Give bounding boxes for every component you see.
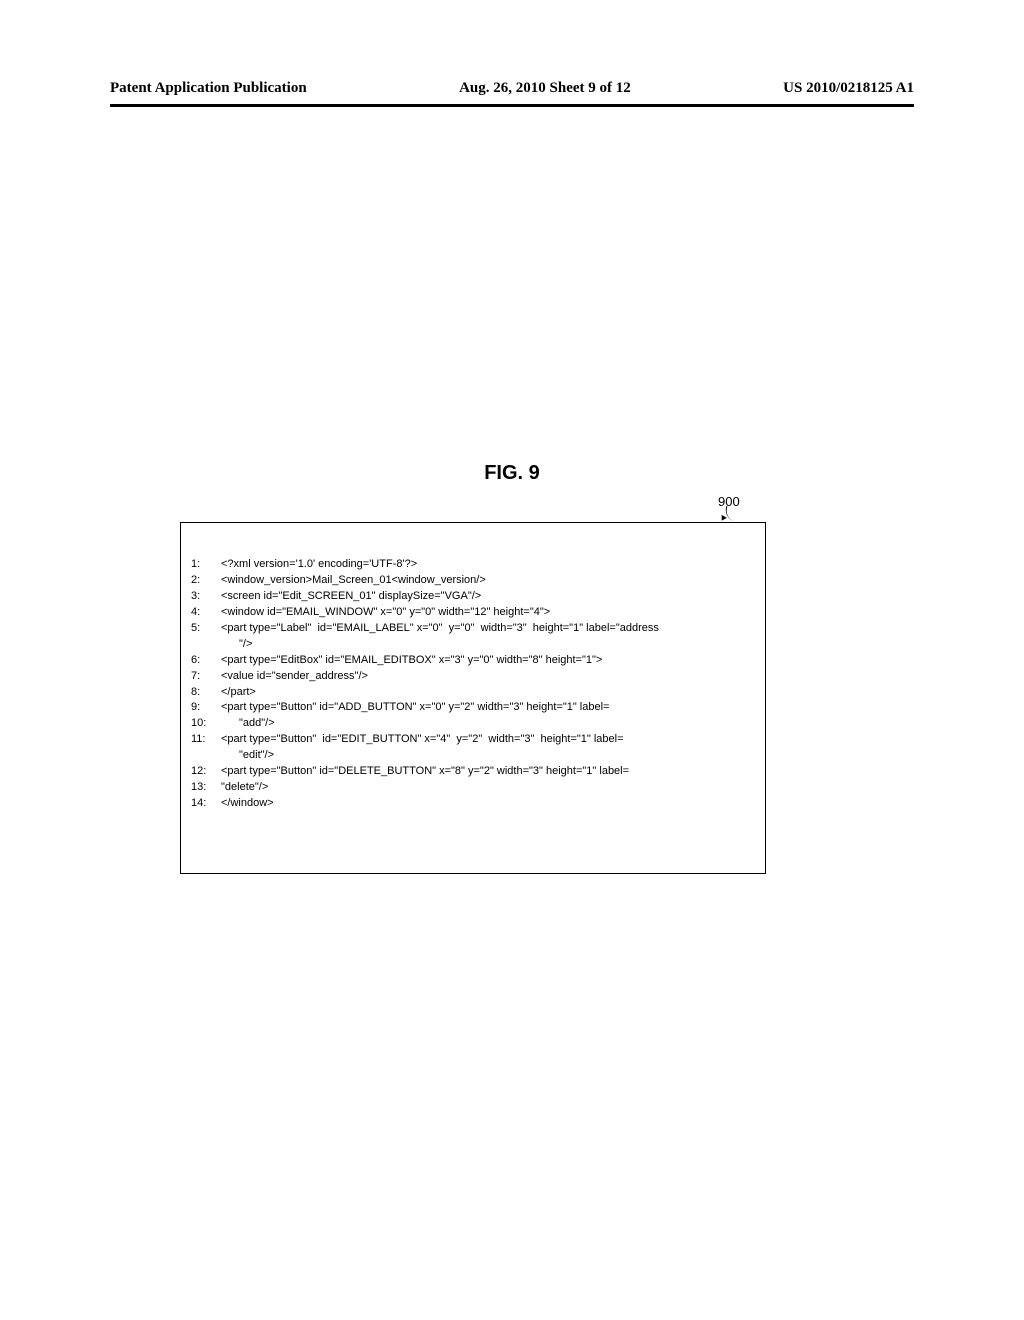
- code-continuation: "edit"/>: [221, 748, 749, 764]
- code-text: <?xml version='1.0' encoding='UTF-8'?>: [221, 557, 755, 573]
- code-text: </window>: [221, 796, 755, 812]
- code-line: 8: </part>: [191, 685, 755, 701]
- line-number: 14:: [191, 796, 221, 812]
- header-right: US 2010/0218125 A1: [783, 80, 914, 97]
- code-text: </part>: [221, 685, 755, 701]
- code-text: <value id="sender_address"/>: [221, 669, 755, 685]
- code-line: 5: <part type="Label" id="EMAIL_LABEL" x…: [191, 621, 755, 653]
- code-text: <window_version>Mail_Screen_01<window_ve…: [221, 573, 755, 589]
- code-text: "delete"/>: [221, 780, 755, 796]
- line-number: 8:: [191, 685, 221, 701]
- line-number: 11:: [191, 732, 221, 748]
- code-continuation: "/>: [221, 637, 749, 653]
- code-line: 1: <?xml version='1.0' encoding='UTF-8'?…: [191, 557, 755, 573]
- code-line: 3: <screen id="Edit_SCREEN_01" displaySi…: [191, 589, 755, 605]
- code-text: <part type="Button" id="DELETE_BUTTON" x…: [221, 764, 755, 780]
- line-number: 6:: [191, 653, 221, 669]
- code-line: 10: "add"/>: [191, 716, 755, 732]
- code-text: <part type="Label" id="EMAIL_LABEL" x="0…: [221, 621, 755, 653]
- code-text: <part type="Button" id="ADD_BUTTON" x="0…: [221, 700, 755, 716]
- patent-page: Patent Application Publication Aug. 26, …: [0, 0, 1024, 1320]
- line-number: 5:: [191, 621, 221, 637]
- header-rule: [110, 104, 914, 107]
- code-text: <screen id="Edit_SCREEN_01" displaySize=…: [221, 589, 755, 605]
- code-line: 2: <window_version>Mail_Screen_01<window…: [191, 573, 755, 589]
- code-line: 9: <part type="Button" id="ADD_BUTTON" x…: [191, 700, 755, 716]
- line-number: 1:: [191, 557, 221, 573]
- header-left: Patent Application Publication: [110, 80, 307, 97]
- page-header: Patent Application Publication Aug. 26, …: [110, 80, 914, 97]
- code-line: 11: <part type="Button" id="EDIT_BUTTON"…: [191, 732, 755, 764]
- line-number: 4:: [191, 605, 221, 621]
- code-text: <part type="EditBox" id="EMAIL_EDITBOX" …: [221, 653, 755, 669]
- code-line: 14: </window>: [191, 796, 755, 812]
- code-text: <window id="EMAIL_WINDOW" x="0" y="0" wi…: [221, 605, 755, 621]
- line-number: 2:: [191, 573, 221, 589]
- code-line: 7: <value id="sender_address"/>: [191, 669, 755, 685]
- line-number: 12:: [191, 764, 221, 780]
- line-number: 7:: [191, 669, 221, 685]
- code-line: 12: <part type="Button" id="DELETE_BUTTO…: [191, 764, 755, 780]
- line-number: 9:: [191, 700, 221, 716]
- figure-label: FIG. 9: [0, 462, 1024, 485]
- code-continuation: "add"/>: [221, 716, 749, 732]
- header-center: Aug. 26, 2010 Sheet 9 of 12: [459, 80, 631, 97]
- code-line: 13: "delete"/>: [191, 780, 755, 796]
- code-line: 6: <part type="EditBox" id="EMAIL_EDITBO…: [191, 653, 755, 669]
- line-number: 3:: [191, 589, 221, 605]
- line-number: 13:: [191, 780, 221, 796]
- code-text: "add"/>: [221, 716, 755, 732]
- reference-number: 900: [718, 494, 740, 509]
- line-number: 10:: [191, 716, 221, 732]
- xml-code-box: 1: <?xml version='1.0' encoding='UTF-8'?…: [180, 522, 766, 874]
- code-text: <part type="Button" id="EDIT_BUTTON" x="…: [221, 732, 755, 764]
- code-line: 4: <window id="EMAIL_WINDOW" x="0" y="0"…: [191, 605, 755, 621]
